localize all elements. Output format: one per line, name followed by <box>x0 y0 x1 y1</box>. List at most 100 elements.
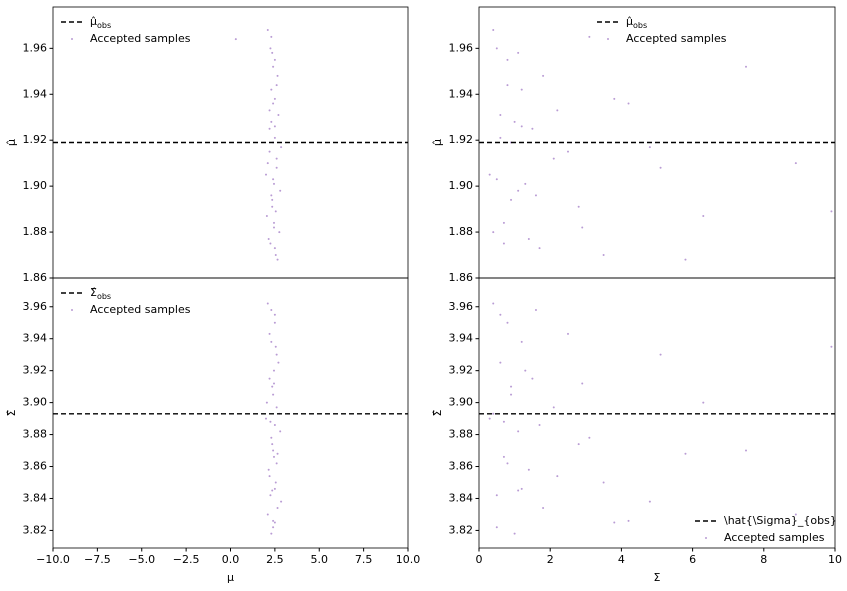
y-tick-label: 1.92 <box>23 133 48 146</box>
sample-point <box>556 475 559 478</box>
sample-point <box>502 221 505 224</box>
sample-point <box>794 162 797 165</box>
sample-point <box>272 178 275 181</box>
sample-point <box>279 430 282 433</box>
sample-point <box>581 382 584 385</box>
sample-point <box>513 120 516 123</box>
y-tick-label: 1.96 <box>23 41 48 54</box>
sample-point <box>266 162 269 165</box>
sample-point <box>270 194 273 197</box>
sample-point <box>588 35 591 38</box>
sample-point <box>830 345 833 348</box>
sample-point <box>495 526 498 529</box>
sample-point <box>274 210 277 213</box>
sample-point <box>270 436 273 439</box>
sample-point <box>506 84 509 87</box>
sample-point <box>275 157 278 160</box>
y-tick-label: 3.90 <box>449 396 474 409</box>
legend-symbol: μ̂ <box>626 15 633 28</box>
sample-point <box>577 205 580 208</box>
sample-point <box>272 519 275 522</box>
sample-point <box>613 97 616 100</box>
sample-point <box>234 38 237 41</box>
legend-label: Σ̂obs <box>90 286 111 301</box>
sample-point <box>275 84 278 87</box>
sample-point <box>272 226 275 229</box>
sample-point <box>502 242 505 245</box>
sample-point <box>684 258 687 261</box>
sample-point <box>277 361 280 364</box>
sample-point <box>276 507 279 510</box>
sample-point <box>531 377 534 380</box>
sample-point <box>273 313 276 316</box>
y-tick-label: 3.92 <box>449 364 474 377</box>
sample-point <box>538 247 541 250</box>
sample-point <box>745 65 747 68</box>
sample-point <box>794 513 797 516</box>
legend-label: Accepted samples <box>626 32 727 45</box>
legend-symbol: Σ̂ <box>90 286 97 299</box>
sample-point <box>270 120 273 123</box>
legend-label: μ̂obs <box>626 15 647 30</box>
sample-point <box>272 393 275 396</box>
y-tick-label: 3.88 <box>23 428 48 441</box>
sample-point <box>534 194 537 197</box>
sample-point <box>266 28 269 31</box>
sample-point <box>275 353 278 356</box>
sample-point <box>488 417 491 420</box>
x-axis-label: μ <box>227 571 234 584</box>
x-tick-label: −2.5 <box>173 553 200 566</box>
sample-point <box>502 455 505 458</box>
y-tick-label: 1.88 <box>449 225 474 238</box>
x-tick-label: 8 <box>760 553 767 566</box>
sample-point <box>506 321 509 324</box>
sample-point <box>520 125 523 128</box>
sample-point <box>268 127 271 130</box>
sample-point <box>270 88 273 91</box>
sample-point <box>495 494 498 497</box>
y-tick-label: 3.94 <box>449 332 474 345</box>
sample-point <box>268 332 271 335</box>
sample-point <box>527 237 530 240</box>
y-tick-label: 3.96 <box>23 300 48 313</box>
sample-point <box>275 166 278 169</box>
x-tick-label: 4 <box>618 553 625 566</box>
sample-point <box>602 254 605 257</box>
y-tick-label: 3.88 <box>449 428 474 441</box>
sample-point <box>273 521 276 524</box>
legend-marker <box>705 537 707 539</box>
sample-point <box>268 150 271 153</box>
sample-point <box>702 214 705 217</box>
sample-point <box>517 430 520 433</box>
sample-point <box>567 332 569 335</box>
sample-point <box>492 231 495 234</box>
y-tick-label: 1.96 <box>449 41 474 54</box>
sample-point <box>517 51 520 54</box>
y-tick-label: 3.86 <box>449 460 474 473</box>
legend-label: μ̂obs <box>90 15 111 30</box>
x-tick-label: 5.0 <box>311 553 329 566</box>
sample-point <box>830 210 833 213</box>
legend-label: Accepted samples <box>90 303 191 316</box>
sample-point <box>659 353 662 356</box>
sample-point <box>272 182 275 185</box>
sample-point <box>265 214 268 217</box>
sample-point <box>577 443 580 446</box>
sample-point <box>272 221 275 224</box>
sample-point <box>520 88 523 91</box>
legend-label: \hat{\Sigma}_{obs} <box>724 514 837 527</box>
sample-point <box>627 102 630 105</box>
y-axis-label: μ̂ <box>5 139 18 146</box>
sample-point <box>567 150 569 153</box>
x-tick-label: 2 <box>547 553 554 566</box>
sample-point <box>269 242 272 245</box>
x-tick-label: 2.5 <box>266 553 284 566</box>
sample-point <box>268 377 271 380</box>
sample-point <box>273 247 276 250</box>
y-tick-label: 1.90 <box>449 179 474 192</box>
y-tick-label: 1.94 <box>23 87 48 100</box>
sample-point <box>684 452 687 455</box>
sample-point <box>266 513 269 516</box>
sample-point <box>524 182 527 185</box>
